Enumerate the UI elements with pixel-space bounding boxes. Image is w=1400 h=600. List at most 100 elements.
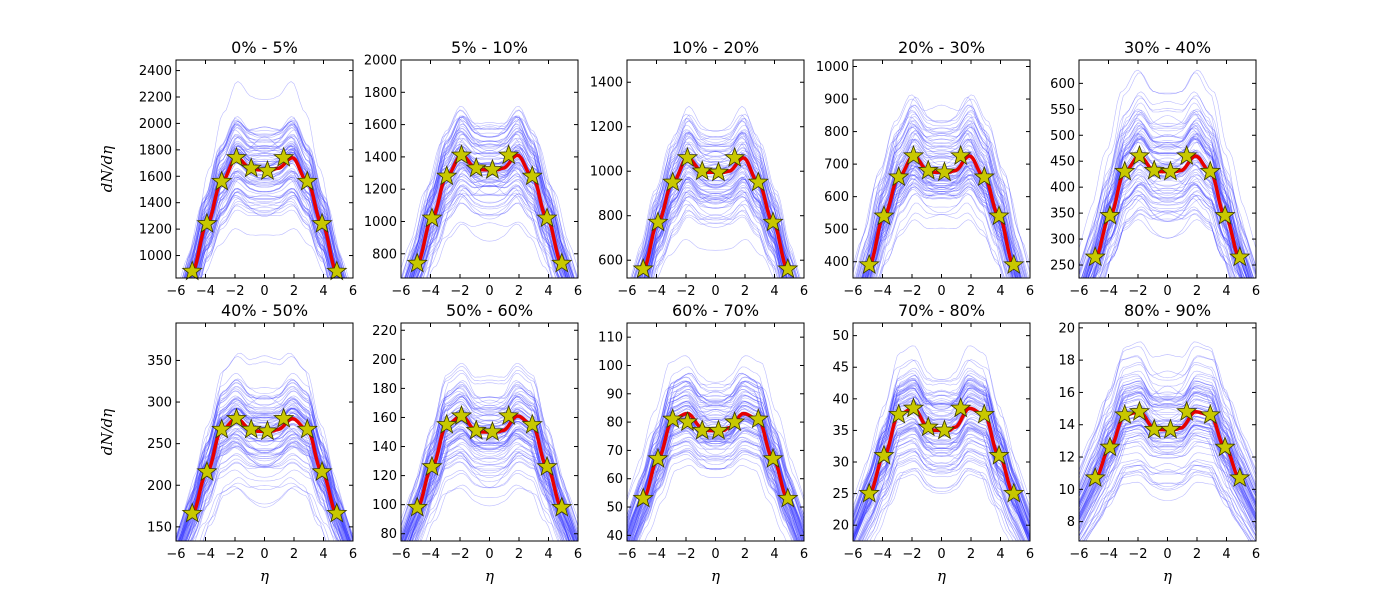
ensemble-curve (405, 131, 574, 278)
ensemble-curve (176, 390, 353, 539)
ensemble-curve (1100, 219, 1235, 278)
ensemble-curve (401, 401, 578, 541)
ensemble-curve (853, 428, 1030, 536)
ensemble-curve (410, 394, 569, 541)
ensemble-curve (1085, 133, 1250, 278)
ensemble-curve (627, 376, 804, 520)
ensemble-curve (403, 372, 576, 541)
y-tick-label: 300 (1050, 233, 1075, 248)
ensemble-curve (635, 436, 796, 541)
ensemble-curve (1085, 137, 1250, 278)
data-point-star (762, 211, 784, 232)
ensemble-curve (185, 145, 344, 278)
ensemble-curve (627, 385, 804, 540)
ensemble-curve (182, 119, 347, 278)
ensemble-curve (1085, 464, 1250, 541)
ensemble-curve (178, 382, 351, 541)
y-tick-label: 1400 (590, 76, 623, 91)
ensemble-curve (866, 167, 1017, 278)
panel-title: 0% - 5% (231, 38, 298, 57)
ensemble-curve (859, 459, 1024, 541)
ensemble-curve (650, 190, 781, 278)
ensemble-curve (190, 453, 339, 541)
ensemble-curve (641, 191, 790, 278)
y-tick-label: 250 (1050, 259, 1075, 274)
data-point-star (647, 447, 669, 468)
ensemble-curve (404, 380, 575, 541)
ensemble-curve (401, 366, 578, 535)
data-point-star (421, 207, 443, 228)
data-point-star (498, 144, 520, 165)
ensemble-curve (1079, 393, 1256, 508)
ensemble-curve (627, 381, 804, 501)
x-tick-label: 2 (290, 284, 298, 299)
ensemble-curve (176, 382, 353, 541)
ensemble-curve (869, 148, 1014, 278)
data-point-star (536, 455, 558, 476)
ensemble-curve (185, 116, 344, 278)
ensemble-curve (1079, 438, 1256, 537)
data-point-star (902, 397, 925, 418)
ensemble-curve (405, 127, 574, 278)
ensemble-curve (188, 140, 341, 278)
ensemble-curve (856, 448, 1027, 541)
ensemble-curve (636, 449, 795, 541)
data-point-star (933, 161, 956, 182)
ensemble-curve (634, 118, 797, 278)
y-tick-label: 600 (1050, 77, 1075, 92)
data-point-star (1159, 418, 1182, 439)
ensemble-curve (858, 104, 1025, 278)
x-tick-label: −6 (617, 547, 636, 562)
ensemble-curve (631, 444, 800, 541)
panel-title: 5% - 10% (451, 38, 528, 57)
data-point-star (450, 144, 473, 165)
ensemble-curve (414, 164, 565, 278)
ensemble-curve (178, 408, 351, 541)
ensemble-curve (176, 386, 353, 539)
data-point-star (311, 460, 333, 481)
ensemble-curve (198, 205, 331, 278)
ensemble-curve (633, 428, 798, 541)
ensemble-curve (1083, 97, 1252, 278)
ensemble-curve (1079, 445, 1256, 525)
ensemble-curve (1079, 460, 1256, 541)
ensemble-curve (1079, 346, 1256, 476)
ensemble-curve (179, 386, 350, 541)
ensemble-curve (631, 151, 800, 278)
ensemble-curve (1079, 391, 1256, 506)
x-tick-label: 2 (741, 284, 749, 299)
ensemble-curve (179, 399, 350, 541)
ensemble-curve (1094, 184, 1241, 278)
ensemble-curve (853, 385, 1030, 528)
data-point-star (662, 171, 684, 192)
x-tick-label: −4 (1099, 547, 1118, 562)
ensemble-curve (187, 127, 342, 278)
ensemble-curve (876, 190, 1007, 278)
ensemble-curve (416, 432, 563, 541)
y-tick-label: 40 (832, 392, 849, 407)
ensemble-curve (1085, 468, 1250, 541)
plot-area (401, 105, 578, 278)
data-point-star (747, 171, 769, 192)
ensemble-curve (191, 176, 338, 278)
ensemble-curve (416, 451, 564, 541)
ensemble-curve (854, 406, 1029, 541)
ensemble-curve (858, 443, 1025, 541)
x-tick-label: 6 (800, 547, 808, 562)
data-point-star (256, 420, 279, 441)
x-tick-label: −6 (843, 547, 862, 562)
x-tick-label: 2 (967, 547, 975, 562)
data-point-star (632, 257, 654, 279)
ensemble-curve (401, 129, 578, 278)
x-tick-label: 6 (1026, 284, 1034, 299)
ensemble-curve (401, 387, 578, 538)
ensemble-curve (409, 448, 570, 541)
ensemble-curve (403, 396, 576, 541)
ensemble-curve (859, 438, 1024, 541)
ensemble-curve (853, 370, 1030, 516)
ensemble-curve (627, 373, 804, 528)
y-tick-label: 1400 (364, 150, 397, 165)
data-point-star (1128, 400, 1151, 421)
ensemble-curve (633, 428, 798, 541)
panel-title: 50% - 60% (446, 301, 533, 320)
